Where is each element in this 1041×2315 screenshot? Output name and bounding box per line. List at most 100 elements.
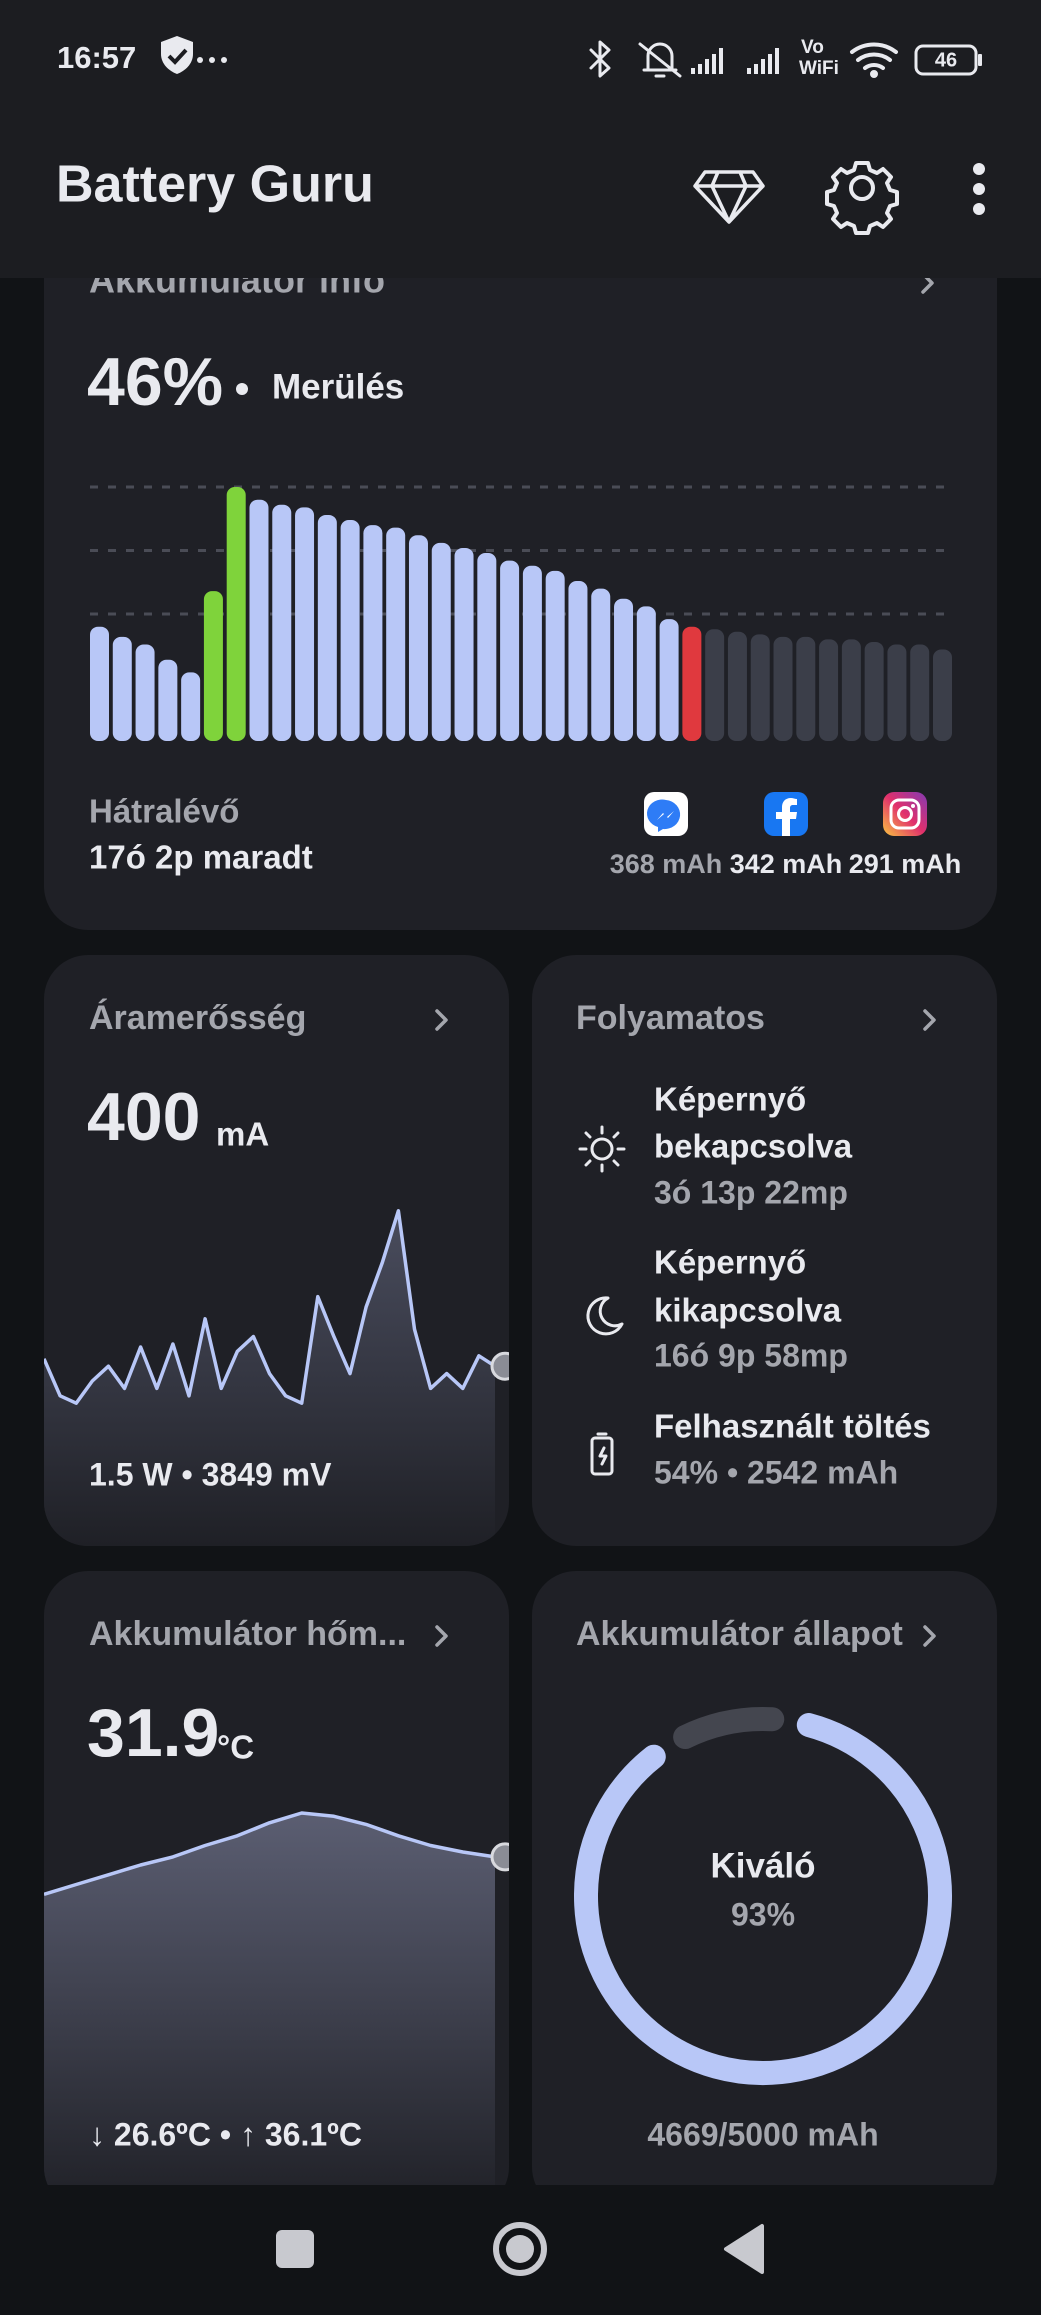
bar (933, 649, 952, 741)
back-button[interactable] (724, 2224, 764, 2274)
bar (568, 580, 588, 741)
status-battery: 46 (935, 49, 957, 71)
temperature-unit: °C (217, 1729, 254, 1766)
end-dot (490, 1351, 509, 1381)
temperature-value: 31.9 (87, 1695, 219, 1771)
process-label: bekapcsolva (654, 1128, 853, 1165)
health-capacity: 4669/5000 mAh (647, 2116, 878, 2152)
card-title: Folyamatos (576, 999, 765, 1037)
card-title: Áramerősség (89, 999, 306, 1037)
bar (591, 588, 611, 741)
bar (545, 570, 565, 741)
card-bg (44, 200, 997, 930)
app-usage: 291 mAh (849, 849, 962, 879)
bar (522, 565, 542, 741)
health-arc (574, 1713, 952, 2085)
app-instagram[interactable] (883, 792, 927, 836)
premium-button[interactable] (693, 170, 765, 224)
process-value: 3ó 13p 22mp (654, 1174, 848, 1210)
bar (659, 619, 679, 741)
bar (408, 535, 428, 741)
more-icon (197, 57, 227, 63)
status-time: 16:57 (57, 40, 136, 75)
battery-status-icon (914, 44, 978, 76)
bar (614, 598, 634, 741)
bar (819, 639, 839, 741)
bar (431, 542, 451, 741)
processes-card[interactable]: Folyamatos Képernyő bekapcsolva 3ó 13p 2… (532, 955, 997, 1546)
process-value: 54% • 2542 mAh (654, 1454, 898, 1490)
bar (90, 626, 109, 741)
bar (112, 636, 132, 741)
temperature-footer: ↓ 26.6ºC • ↑ 36.1ºC (89, 2116, 362, 2152)
health-ring (574, 1707, 952, 2085)
bar (272, 504, 292, 741)
current-value: 400 (87, 1079, 200, 1155)
recents-button[interactable] (276, 2230, 314, 2268)
menu-button[interactable] (973, 163, 985, 215)
remaining-label: Hátralévő (89, 793, 239, 830)
line (44, 1811, 496, 1896)
bar (910, 644, 930, 741)
chevron (923, 1625, 936, 1647)
area-fill (44, 1210, 495, 1546)
wifi-icon (850, 42, 898, 78)
sun-icon (578, 1125, 626, 1173)
process-label: kikapcsolva (654, 1292, 842, 1329)
app-title: Battery Guru (56, 156, 374, 214)
bar (226, 487, 246, 741)
bar (841, 639, 861, 741)
bar (636, 606, 656, 741)
health-remaining (673, 1707, 785, 1750)
chevron (435, 1625, 448, 1647)
end-dot (490, 1842, 509, 1872)
process-label: Képernyő (654, 1081, 806, 1118)
card-bg (532, 955, 997, 1546)
app-facebook[interactable] (764, 792, 808, 836)
bar (386, 527, 406, 741)
bar (363, 525, 383, 741)
bullet (236, 383, 248, 395)
wifi-label: WiFi (799, 58, 839, 79)
bar (454, 547, 474, 741)
health-status: Kiváló (710, 1846, 815, 1885)
bar (295, 507, 315, 741)
temperature-card[interactable]: Akkumulátor hőm... 31.9 °C ↓ 26.6ºC • ↑ … (44, 1571, 518, 2211)
line (44, 1209, 496, 1405)
card-bg (532, 1571, 997, 2211)
process-label: Képernyő (654, 1244, 806, 1281)
bar (249, 499, 269, 741)
mute-icon (638, 42, 682, 78)
app-messenger[interactable] (644, 792, 688, 836)
app-bar: Battery Guru 16:57 Vo WiFi 46 (0, 0, 1041, 278)
bar (135, 644, 155, 741)
volte-label: Vo (801, 37, 824, 58)
bar (181, 672, 201, 741)
settings-button[interactable] (825, 161, 899, 235)
chevron (923, 1009, 936, 1031)
battery-history-chart (90, 485, 952, 741)
bar (773, 636, 793, 741)
battery-level: 46% (87, 344, 223, 420)
process-label: Felhasznált töltés (654, 1408, 931, 1445)
current-chart (44, 1209, 509, 1546)
current-card[interactable]: Áramerősség 400 mA 1.5 W • 3849 mV (44, 955, 518, 1546)
bar (477, 553, 497, 741)
bar (317, 514, 337, 741)
battery-icon (590, 1432, 614, 1476)
bar (796, 636, 816, 741)
health-card[interactable]: Akkumulátor állapot Kiváló 93% 4669/5000… (532, 1571, 997, 2211)
current-unit: mA (216, 1116, 269, 1153)
remaining-value: 17ó 2p maradt (89, 839, 313, 876)
battery-info-card[interactable]: Akkumulátor info 46% Merülés Hátralévő 1… (44, 200, 997, 930)
temperature-chart (44, 1811, 509, 2211)
home-button[interactable] (493, 2222, 547, 2276)
bar (864, 641, 884, 741)
card-title: Akkumulátor hőm... (89, 1615, 406, 1653)
bar (340, 520, 360, 741)
bluetooth-icon (589, 40, 611, 78)
bar (682, 626, 702, 741)
nav-bar (0, 2185, 1041, 2315)
bar (500, 560, 520, 741)
